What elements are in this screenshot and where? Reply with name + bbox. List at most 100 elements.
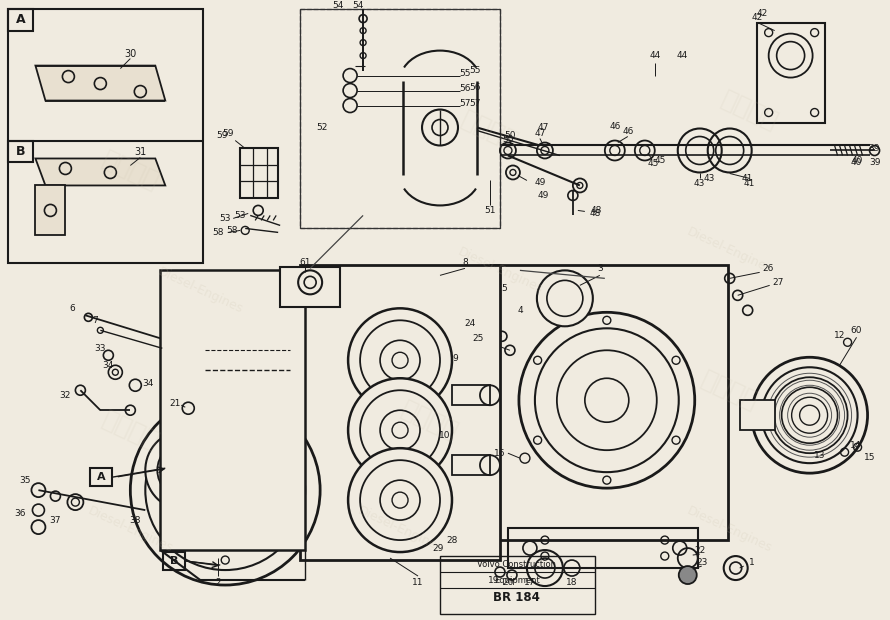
Text: 50: 50 (502, 135, 514, 144)
Text: 17: 17 (524, 578, 536, 587)
Text: 28: 28 (446, 536, 457, 544)
Text: 38: 38 (130, 516, 142, 525)
Text: B: B (16, 145, 25, 158)
Text: 37: 37 (50, 516, 61, 525)
Text: 40: 40 (852, 156, 863, 165)
Text: 45: 45 (654, 156, 666, 165)
Text: 45: 45 (647, 159, 659, 168)
Text: 53: 53 (234, 211, 246, 220)
Text: 42: 42 (757, 9, 768, 18)
Text: 东风动力: 东风动力 (457, 107, 522, 154)
Text: 44: 44 (676, 51, 687, 60)
Bar (9, 9, 34, 30)
Text: 9: 9 (452, 354, 457, 363)
Text: 11: 11 (412, 578, 424, 587)
Bar (163, 552, 185, 570)
Circle shape (348, 448, 452, 552)
Text: A: A (16, 13, 25, 26)
Text: 56: 56 (469, 83, 481, 92)
Text: 5: 5 (501, 284, 506, 293)
Text: Diesel-Engines: Diesel-Engines (685, 505, 774, 556)
Text: 49: 49 (538, 191, 548, 200)
Circle shape (298, 270, 322, 294)
Text: 东风动力: 东风动力 (98, 407, 163, 454)
Bar (452, 385, 490, 405)
Text: 58: 58 (226, 226, 238, 235)
Text: 15: 15 (864, 453, 875, 462)
Text: 18: 18 (566, 578, 578, 587)
Text: Diesel-Engines: Diesel-Engines (456, 245, 545, 296)
Text: Volvo Construction: Volvo Construction (477, 560, 556, 569)
Bar (280, 267, 340, 308)
Bar (488, 265, 728, 540)
Text: 41: 41 (742, 174, 753, 183)
Text: 31: 31 (134, 148, 147, 157)
Text: 49: 49 (534, 178, 546, 187)
Text: 43: 43 (694, 179, 706, 188)
Bar (452, 455, 490, 475)
Bar (508, 528, 698, 568)
Text: 41: 41 (744, 179, 756, 188)
Text: 59: 59 (222, 129, 234, 138)
Bar (756, 22, 825, 123)
Text: 60: 60 (851, 326, 862, 335)
Text: A: A (97, 472, 106, 482)
Text: 43: 43 (704, 174, 716, 183)
Text: 40: 40 (851, 158, 862, 167)
Text: 4: 4 (517, 306, 522, 315)
Text: 39: 39 (868, 144, 879, 153)
Polygon shape (36, 185, 65, 236)
Text: 56: 56 (459, 84, 471, 93)
Bar (9, 141, 34, 162)
Bar (440, 556, 595, 614)
Text: 53: 53 (220, 214, 231, 223)
Text: 48: 48 (589, 209, 601, 218)
Text: 10: 10 (440, 431, 450, 440)
Text: 61: 61 (299, 258, 311, 267)
Text: 25: 25 (473, 334, 483, 343)
Text: 55: 55 (469, 66, 481, 75)
Text: 34: 34 (102, 361, 114, 370)
Bar (740, 401, 774, 430)
Text: 东风动力: 东风动力 (98, 147, 163, 194)
Text: 59: 59 (216, 131, 228, 140)
Text: B: B (170, 556, 179, 566)
Text: 2: 2 (215, 578, 221, 587)
Circle shape (130, 395, 320, 585)
Bar (300, 9, 500, 228)
Text: Diesel-Engines: Diesel-Engines (355, 505, 445, 556)
Text: Diesel-Engines: Diesel-Engines (685, 225, 774, 276)
Circle shape (752, 357, 868, 473)
Circle shape (679, 566, 697, 584)
Text: 27: 27 (772, 278, 783, 287)
Text: 54: 54 (333, 1, 344, 10)
Polygon shape (36, 66, 166, 100)
Text: 东风动力: 东风动力 (398, 397, 462, 444)
Bar (240, 149, 279, 198)
Circle shape (348, 308, 452, 412)
Text: 23: 23 (696, 557, 708, 567)
Circle shape (519, 312, 695, 488)
Polygon shape (36, 159, 166, 185)
Text: Diesel-Engines: Diesel-Engines (85, 505, 175, 556)
Text: 东风动力: 东风动力 (698, 366, 762, 414)
Text: 26: 26 (762, 264, 773, 273)
Text: BR 184: BR 184 (493, 590, 540, 603)
Bar (91, 468, 112, 486)
Text: 58: 58 (213, 228, 224, 237)
Text: 13: 13 (813, 451, 825, 459)
Text: 24: 24 (465, 319, 475, 328)
Text: 48: 48 (590, 206, 602, 215)
Text: 47: 47 (534, 129, 546, 138)
Text: 16: 16 (494, 449, 506, 458)
Bar (160, 270, 305, 550)
Text: 55: 55 (459, 69, 471, 78)
Text: 51: 51 (484, 206, 496, 215)
Bar (9, 9, 203, 264)
Text: 东风动力: 东风动力 (717, 87, 782, 134)
Text: 54: 54 (352, 1, 364, 10)
Text: 8: 8 (462, 258, 468, 267)
Text: 7: 7 (93, 316, 98, 325)
Text: 47: 47 (538, 123, 548, 132)
Text: 33: 33 (94, 343, 106, 353)
